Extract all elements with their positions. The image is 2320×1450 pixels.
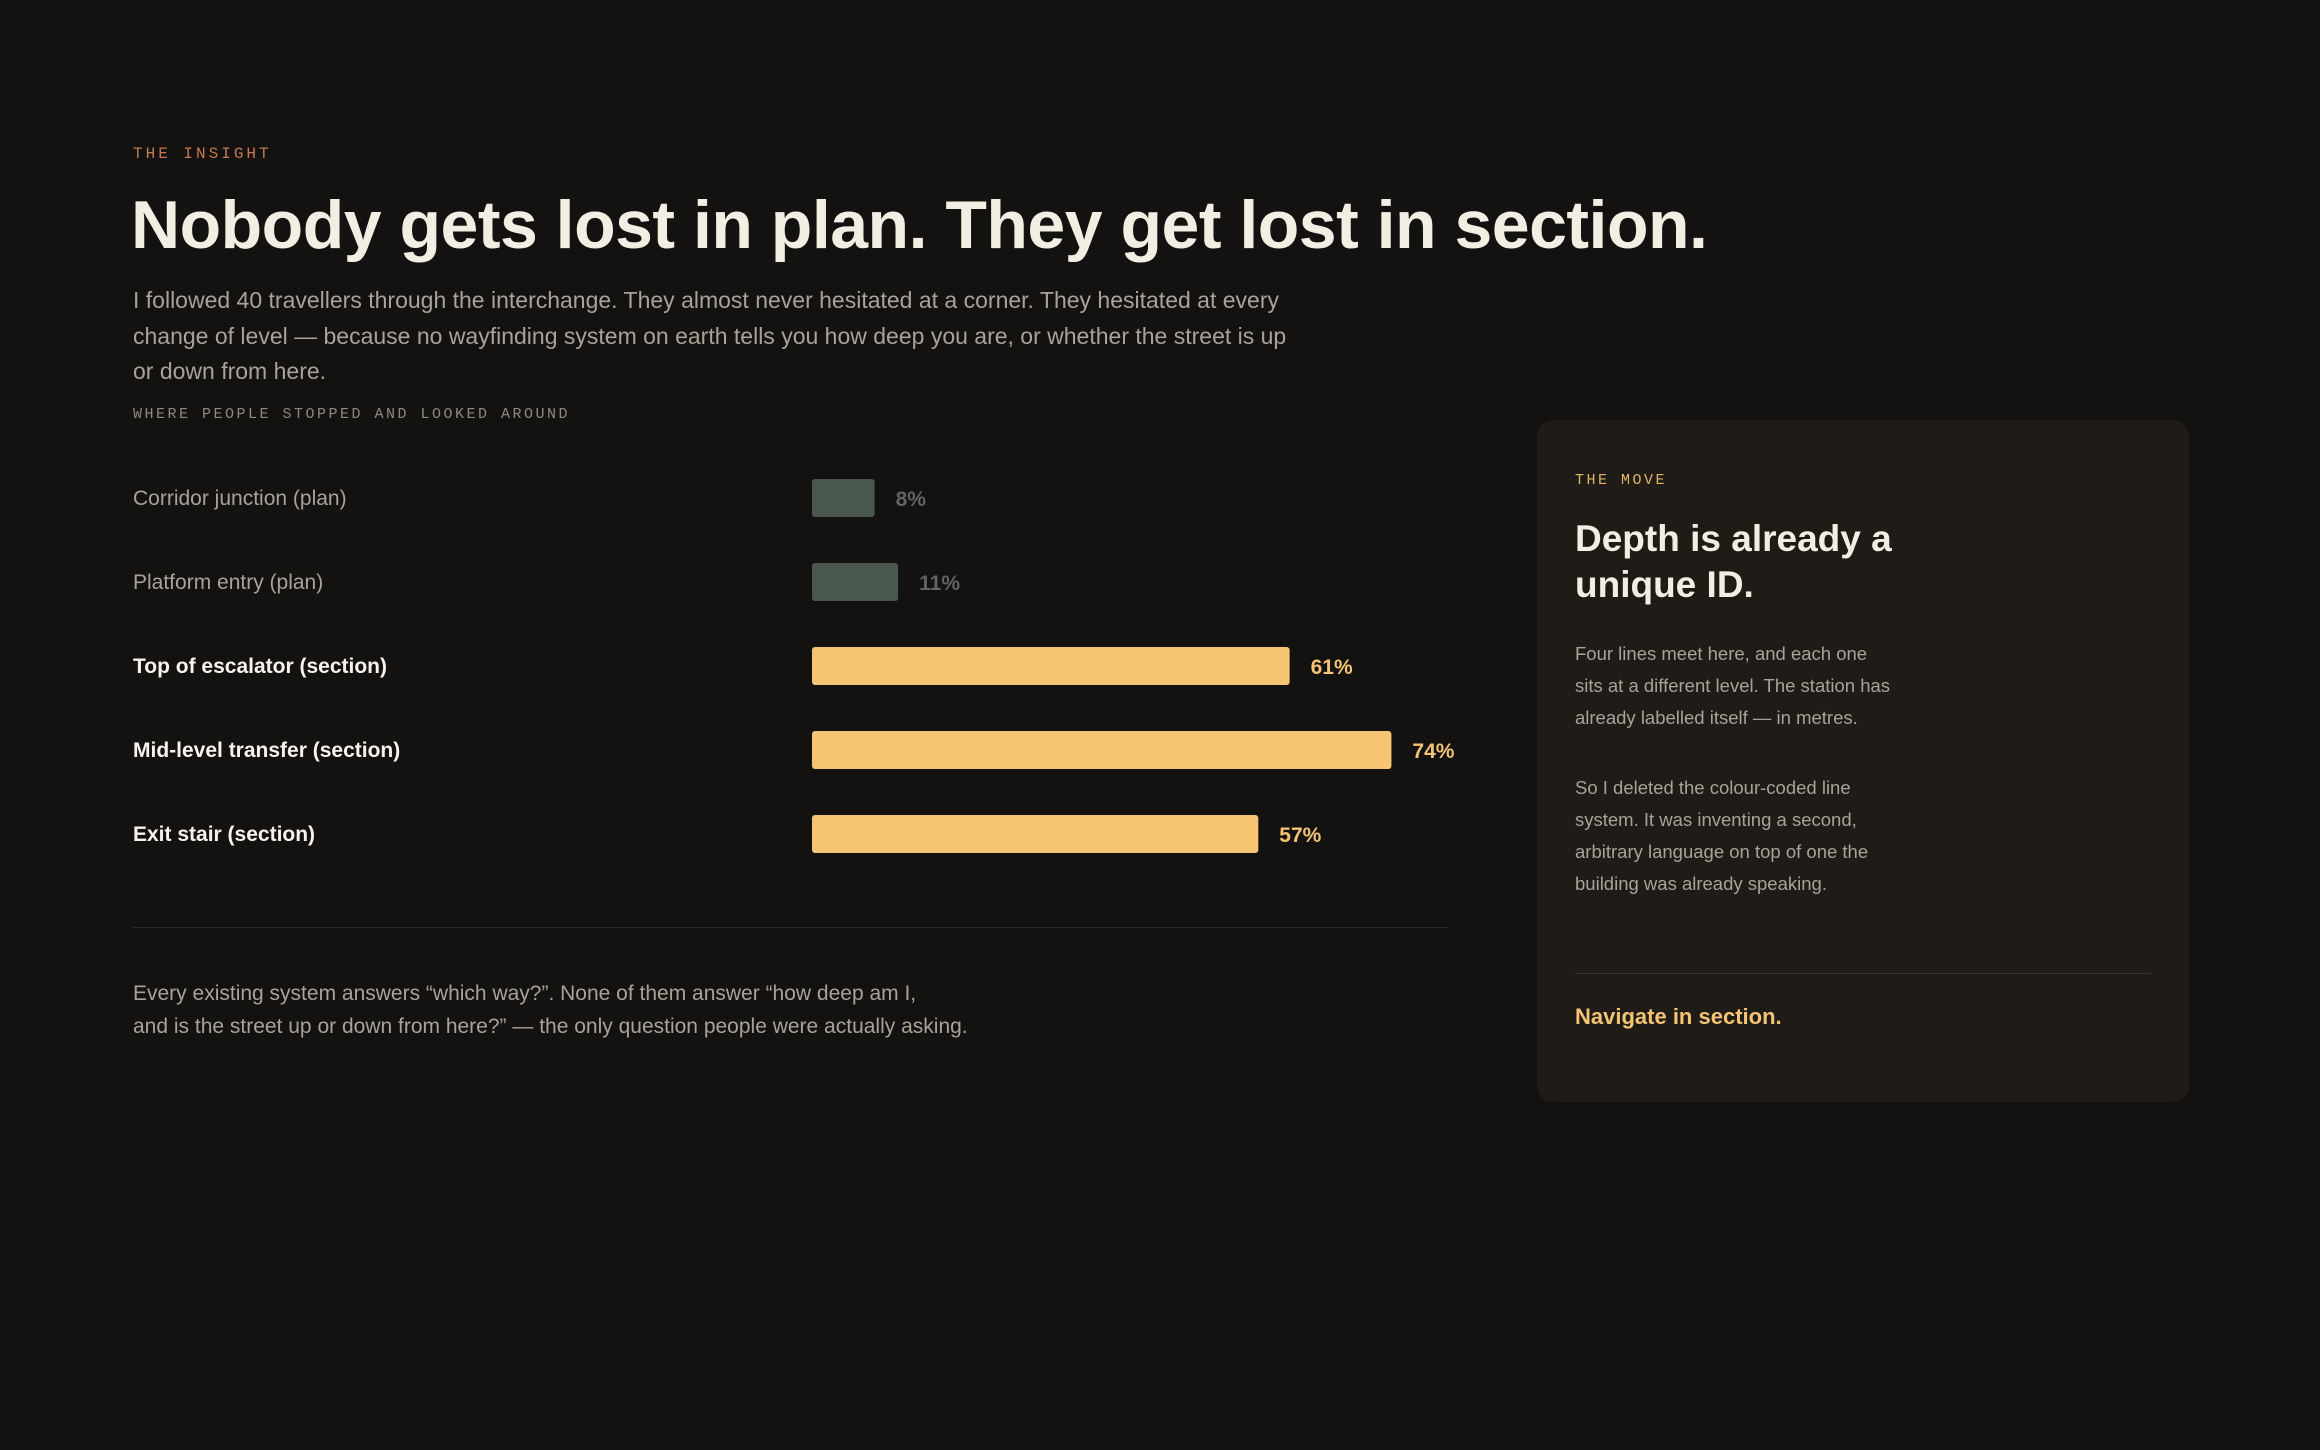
move-paragraph-2: So I deleted the colour-coded line syste… <box>1575 777 1869 894</box>
bar-label: Exit stair (section) <box>133 823 315 846</box>
bar-value-label: 57% <box>1279 824 1321 847</box>
bar-label: Corridor junction (plan) <box>133 487 347 510</box>
bar-value-label: 74% <box>1412 740 1454 763</box>
bar <box>812 479 875 517</box>
bar <box>812 731 1392 769</box>
bar-value-label: 61% <box>1311 656 1353 679</box>
section-divider <box>133 927 1449 928</box>
bar <box>812 563 899 601</box>
footnote: Every existing system answers “which way… <box>133 977 1033 1043</box>
bar-label: Mid-level transfer (section) <box>133 739 400 762</box>
hesitation-bar-chart: Corridor junction (plan) 8% Platform entry… <box>133 479 1455 853</box>
move-card-divider <box>1575 973 2151 974</box>
bar <box>812 647 1290 685</box>
chart-title: WHERE PEOPLE STOPPED AND LOOKED AROUND <box>133 406 571 423</box>
bar-value-label: 11% <box>919 572 960 595</box>
bar-label: Top of escalator (section) <box>133 655 387 678</box>
footnote-line-1: Every existing system answers “which way… <box>133 982 917 1005</box>
bar-value-label: 8% <box>896 488 927 511</box>
bar-label: Platform entry (plan) <box>133 571 323 594</box>
move-paragraph-1: Four lines meet here, and each one sits … <box>1575 643 1891 728</box>
bar <box>812 815 1259 853</box>
navigate-in-section-link[interactable]: Navigate in section. <box>1575 1004 1782 1029</box>
page-headline: Nobody gets lost in plan. They get lost … <box>131 187 1708 263</box>
move-eyebrow: THE MOVE <box>1575 472 1668 489</box>
insight-eyebrow: THE INSIGHT <box>133 145 272 163</box>
insight-lede: I followed 40 travellers through the int… <box>133 287 1287 384</box>
move-title: Depth is already a unique ID. <box>1575 518 1892 605</box>
move-card: THE MOVE Depth is already a unique ID. F… <box>1537 420 2189 1102</box>
footnote-line-2: and is the street up or down from here?”… <box>133 1015 968 1038</box>
